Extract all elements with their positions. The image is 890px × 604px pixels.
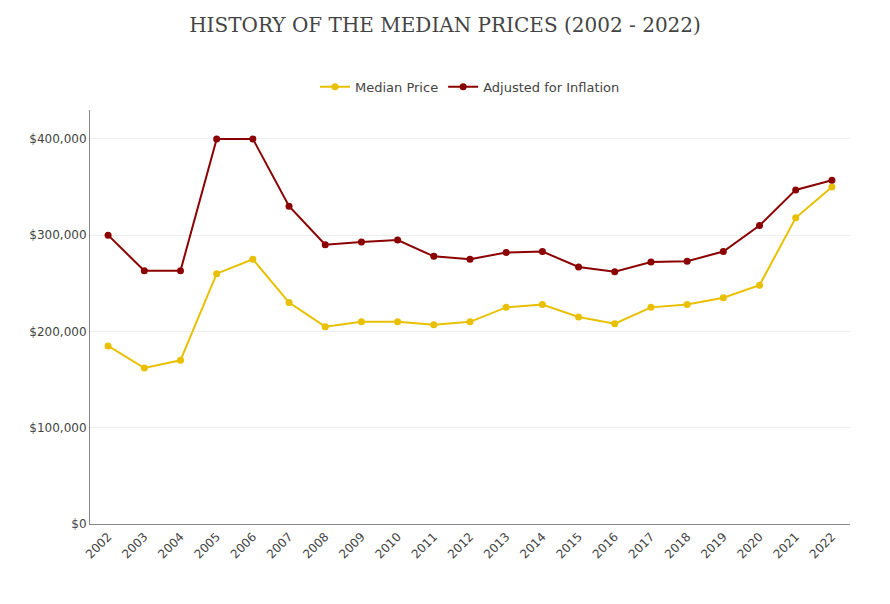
svg-text:2007: 2007: [264, 530, 295, 561]
svg-text:2004: 2004: [155, 530, 186, 561]
svg-text:2011: 2011: [409, 530, 440, 561]
svg-text:2018: 2018: [662, 530, 693, 561]
svg-text:2012: 2012: [445, 530, 476, 561]
svg-text:2013: 2013: [481, 530, 512, 561]
svg-text:2009: 2009: [336, 530, 367, 561]
svg-text:HISTORY OF THE MEDIAN PRICES (: HISTORY OF THE MEDIAN PRICES (2002 - 202…: [189, 13, 701, 37]
svg-text:2002: 2002: [83, 530, 114, 561]
svg-text:2017: 2017: [626, 530, 657, 561]
svg-text:2020: 2020: [734, 530, 765, 561]
svg-text:Median Price: Median Price: [355, 80, 438, 95]
svg-text:2003: 2003: [119, 530, 150, 561]
svg-text:$300,000: $300,000: [29, 228, 86, 242]
svg-text:2019: 2019: [698, 530, 729, 561]
svg-text:2015: 2015: [553, 530, 584, 561]
svg-text:2008: 2008: [300, 530, 331, 561]
svg-text:$200,000: $200,000: [29, 325, 86, 339]
svg-text:2022: 2022: [807, 530, 838, 561]
svg-text:2005: 2005: [192, 530, 223, 561]
svg-text:2014: 2014: [517, 530, 548, 561]
svg-text:2016: 2016: [590, 530, 621, 561]
svg-text:$100,000: $100,000: [29, 421, 86, 435]
svg-text:$0: $0: [71, 517, 86, 531]
svg-text:2021: 2021: [771, 530, 802, 561]
svg-text:$400,000: $400,000: [29, 132, 86, 146]
svg-text:2006: 2006: [228, 530, 259, 561]
svg-text:Adjusted for Inflation: Adjusted for Inflation: [483, 80, 619, 95]
svg-text:2010: 2010: [372, 530, 403, 561]
